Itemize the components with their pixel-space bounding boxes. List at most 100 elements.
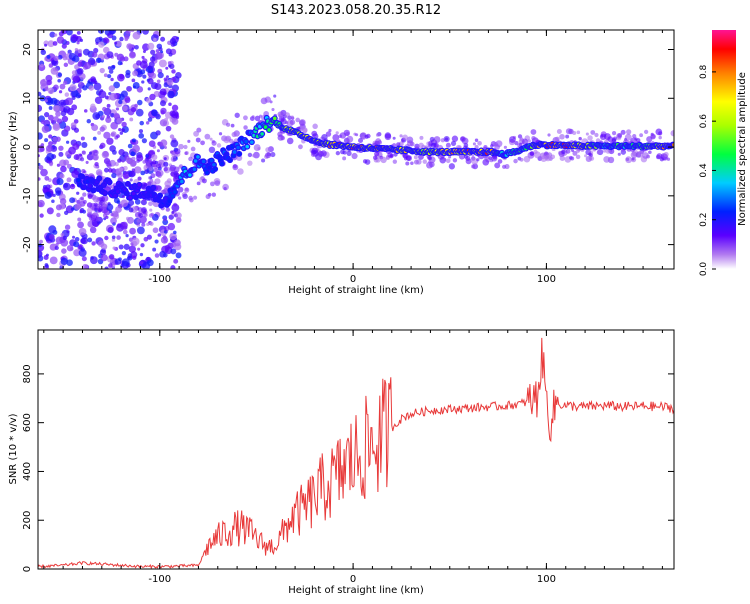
spectrum-noise-point (159, 100, 167, 107)
spectrum-noise-point (147, 42, 155, 50)
spectrum-halo-point (651, 134, 656, 139)
spectrum-halo-point (565, 128, 573, 135)
spectrum-noise-point (82, 263, 89, 269)
colorbar-gradient (712, 30, 736, 269)
spectrum-noise-point (128, 44, 133, 49)
spectrum-noise-point (46, 153, 55, 161)
spectrum-noise-point (147, 117, 153, 122)
spectrum-noise-point (170, 248, 177, 255)
spectrum-halo-point (530, 129, 537, 135)
spectrum-noise-point (127, 143, 133, 149)
spectrum-noise-point (58, 151, 64, 157)
spectrum-halo-point (153, 167, 159, 173)
spectrum-noise-point (45, 97, 54, 106)
spectrum-noise-point (60, 232, 65, 237)
spectrum-halo-point (150, 212, 155, 217)
ridge-core-point (113, 194, 118, 198)
spectrum-noise-point (136, 226, 145, 235)
spectrum-noise-point (112, 149, 117, 155)
spectrum-noise-point (129, 117, 134, 122)
y-tick-label: 800 (22, 364, 33, 383)
spectrum-noise-point (121, 121, 127, 128)
ridge-core-point (170, 194, 175, 198)
spectrum-noise-point (110, 77, 114, 82)
spectrum-noise-point (110, 113, 115, 118)
spectrum-noise-point (126, 256, 131, 260)
spectrum-halo-point (136, 223, 141, 227)
spectrum-noise-point (50, 67, 59, 75)
spectrum-halo-point (596, 150, 601, 155)
spectrum-noise-point (94, 96, 103, 104)
y-tick-label: 20 (22, 43, 33, 56)
spectrum-halo-point (136, 159, 140, 163)
spectrum-noise-point (121, 159, 125, 163)
spectrum-noise-point (56, 178, 64, 186)
spectrum-noise-point (167, 222, 176, 231)
spectrum-noise-point (171, 69, 176, 74)
spectrum-halo-point (325, 131, 332, 137)
spectrum-noise-point (108, 263, 113, 268)
spectrum-halo-point (237, 168, 244, 175)
spectrum-noise-point (140, 170, 146, 176)
spectrum-noise-point (90, 76, 96, 82)
spectrum-noise-point (58, 145, 64, 151)
spectrum-noise-point (59, 198, 67, 205)
ridge-core-point (250, 140, 254, 144)
spectrum-halo-point (123, 174, 129, 180)
spectrum-noise-point (170, 42, 176, 47)
spectrum-halo-point (94, 207, 98, 211)
spectrum-noise-point (138, 129, 144, 134)
spectrum-noise-point (39, 239, 43, 244)
x-tick-label: 0 (350, 274, 356, 285)
spectrum-ridge (75, 114, 674, 209)
spectrum-noise-point (163, 77, 168, 82)
spectrum-halo-point (190, 146, 196, 152)
spectrum-noise-point (91, 51, 98, 58)
spectrum-halo-point (556, 128, 562, 134)
spectrum-noise-point (171, 203, 180, 212)
spectrum-noise-point (105, 215, 109, 219)
spectrum-noise-point (139, 120, 144, 126)
spectrum-halo-point (182, 193, 188, 200)
spectrum-halo-point (223, 136, 230, 144)
spectrum-noise-point (170, 265, 176, 269)
spectrum-noise-point (169, 232, 177, 241)
spectrum-halo-point (148, 201, 153, 207)
spectrum-noise-point (43, 254, 49, 261)
spectrum-noise-point (163, 161, 169, 167)
spectrum-noise-point (38, 250, 43, 259)
spectrum-halo-point (189, 197, 194, 203)
spectrum-noise-point (99, 126, 105, 132)
spectrum-halo-point (375, 133, 380, 137)
spectrum-noise-point (108, 254, 115, 260)
spectrum-halo-point (129, 170, 136, 177)
ridge-core-point (88, 184, 92, 188)
spectrum-noise-point (57, 72, 62, 77)
spectrum-halo-point (346, 150, 352, 156)
spectrum-noise-point (66, 244, 74, 252)
spectrum-halo-point (405, 161, 410, 166)
spectrum-noise-point (48, 134, 53, 139)
spectrum-noise-point (118, 99, 123, 105)
spectrogram-x-ticks: -100 0 100 (43, 30, 663, 285)
spectrum-noise-point (146, 259, 154, 267)
spectrum-noise-point (141, 55, 145, 60)
spectrum-noise-point (87, 237, 93, 243)
spectrum-halo-point (427, 156, 432, 161)
y-tick-label: -20 (22, 236, 33, 252)
spectrum-noise-point (45, 145, 53, 152)
spectrum-noise-point (158, 141, 164, 147)
spectrum-halo-point (188, 156, 193, 162)
spectrum-noise-point (93, 47, 99, 54)
spectrum-halo-point (451, 135, 459, 142)
spectrum-noise-point (46, 54, 51, 59)
y-tick-label: 200 (22, 511, 33, 530)
spectrum-noise-point (41, 125, 50, 134)
spectrum-halo-point (555, 136, 560, 142)
spectrum-halo-point (154, 178, 161, 185)
spectrum-halo-point (646, 154, 651, 159)
spectrum-noise-point (132, 70, 138, 77)
spectrum-noise-point (110, 65, 116, 70)
spectrum-halo-point (252, 153, 256, 158)
spectrum-noise-point (62, 80, 68, 86)
